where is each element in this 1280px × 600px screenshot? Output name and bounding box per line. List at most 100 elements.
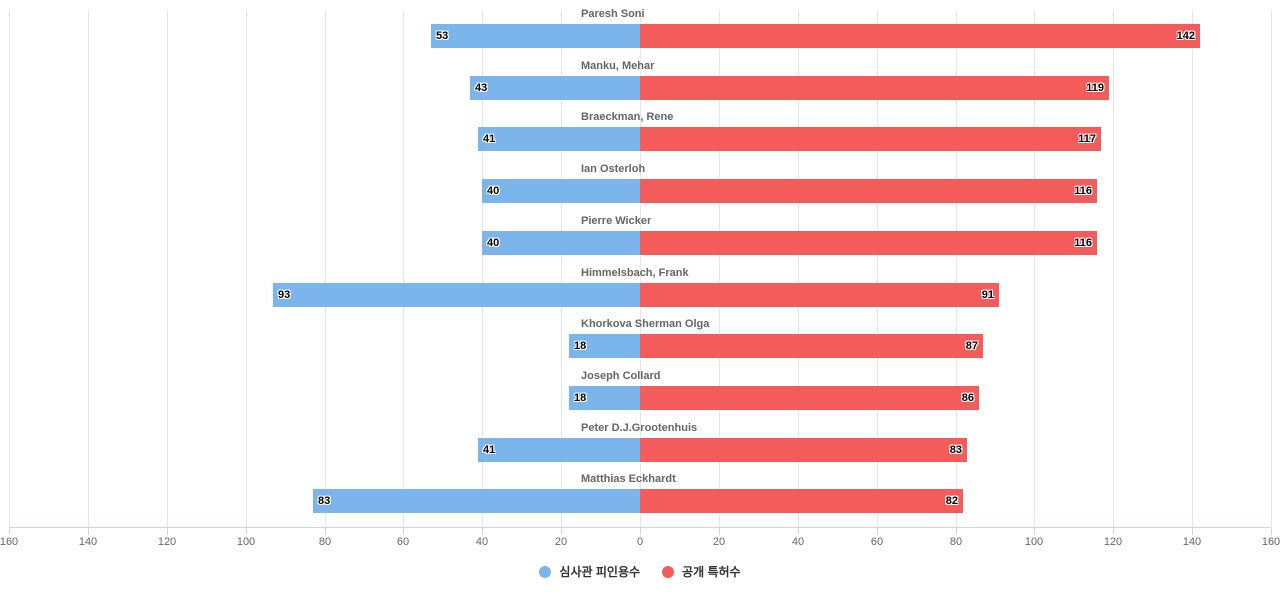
data-label: 82 — [945, 495, 958, 507]
legend-label: 공개 특허수 — [682, 565, 741, 579]
x-axis-tick — [325, 527, 326, 535]
legend-label: 심사관 피인용수 — [559, 565, 641, 579]
x-axis-tick — [246, 527, 247, 535]
category-label: Joseph Collard — [581, 370, 661, 382]
x-axis-tick — [88, 527, 89, 535]
bar-published-patents[interactable]: 91 — [640, 283, 999, 307]
legend-item-examiner-citations[interactable]: 심사관 피인용수 — [539, 563, 640, 580]
x-axis-tick — [561, 527, 562, 535]
data-label: 40 — [487, 185, 500, 197]
gridline — [325, 10, 326, 527]
bar-examiner-citations[interactable]: 43 — [470, 76, 640, 100]
gridline — [403, 10, 404, 527]
gridline — [1192, 10, 1193, 527]
category-label: Paresh Soni — [581, 8, 645, 20]
x-axis-tick — [403, 527, 404, 535]
bar-published-patents[interactable]: 117 — [640, 127, 1101, 151]
gridline — [719, 10, 720, 527]
gridline — [1271, 10, 1272, 527]
gridline — [640, 10, 641, 527]
gridline — [1113, 10, 1114, 527]
category-label: Pierre Wicker — [581, 215, 652, 227]
x-axis-tick-label: 160 — [1261, 536, 1280, 548]
x-axis-tick — [798, 527, 799, 535]
x-axis-tick — [1271, 527, 1272, 535]
x-axis-tick-label: 140 — [1182, 536, 1202, 548]
category-label: Himmelsbach, Frank — [581, 267, 689, 279]
x-axis-tick — [640, 527, 641, 535]
data-label: 116 — [1074, 237, 1092, 249]
bar-examiner-citations[interactable]: 18 — [569, 334, 640, 358]
x-axis-tick-label: 140 — [78, 536, 98, 548]
x-axis-tick-label: 100 — [236, 536, 256, 548]
data-label: 41 — [483, 133, 496, 145]
data-label: 83 — [949, 444, 962, 456]
circle-marker-icon — [662, 565, 675, 578]
data-label: 93 — [278, 289, 291, 301]
gridline — [798, 10, 799, 527]
category-label: Matthias Eckhardt — [581, 473, 676, 485]
legend-item-published-patents[interactable]: 공개 특허수 — [662, 563, 741, 580]
gridline — [956, 10, 957, 527]
bar-examiner-citations[interactable]: 41 — [478, 127, 640, 151]
x-axis-tick-label: 120 — [1103, 536, 1123, 548]
data-label: 18 — [574, 392, 587, 404]
x-axis-tick — [719, 527, 720, 535]
bar-published-patents[interactable]: 116 — [640, 231, 1097, 255]
category-label: Peter D.J.Grootenhuis — [581, 422, 698, 434]
bar-published-patents[interactable]: 82 — [640, 489, 963, 513]
bar-examiner-citations[interactable]: 83 — [313, 489, 640, 513]
x-axis-tick-label: 20 — [712, 536, 726, 548]
bar-examiner-citations[interactable]: 40 — [482, 179, 640, 203]
data-label: 119 — [1086, 82, 1104, 94]
x-axis-tick — [167, 527, 168, 535]
category-label: Khorkova Sherman Olga — [581, 318, 710, 330]
bar-examiner-citations[interactable]: 40 — [482, 231, 640, 255]
legend: 심사관 피인용수 공개 특허수 — [0, 563, 1280, 580]
bar-published-patents[interactable]: 142 — [640, 24, 1200, 48]
x-axis-tick-label: 80 — [318, 536, 332, 548]
data-label: 53 — [436, 30, 449, 42]
category-label: Braeckman, Rene — [581, 111, 674, 123]
data-label: 41 — [483, 444, 496, 456]
data-label: 91 — [981, 289, 994, 301]
bar-published-patents[interactable]: 86 — [640, 386, 979, 410]
x-axis-tick — [482, 527, 483, 535]
x-axis-tick-label: 20 — [554, 536, 568, 548]
bar-examiner-citations[interactable]: 18 — [569, 386, 640, 410]
x-axis-tick — [1192, 527, 1193, 535]
data-label: 142 — [1176, 30, 1195, 42]
bar-examiner-citations[interactable]: 41 — [478, 438, 640, 462]
gridline — [1034, 10, 1035, 527]
data-label: 43 — [475, 82, 488, 94]
data-label: 86 — [961, 392, 974, 404]
bar-published-patents[interactable]: 87 — [640, 334, 983, 358]
gridline — [877, 10, 878, 527]
gridline — [9, 10, 10, 527]
x-axis-tick — [956, 527, 957, 535]
data-label: 87 — [965, 340, 978, 352]
gridline — [561, 10, 562, 527]
gridline — [167, 10, 168, 527]
x-axis-tick-label: 40 — [791, 536, 805, 548]
bar-published-patents[interactable]: 116 — [640, 179, 1097, 203]
x-axis-line — [9, 527, 1270, 528]
x-axis-tick-label: 60 — [396, 536, 410, 548]
bar-published-patents[interactable]: 83 — [640, 438, 967, 462]
bar-examiner-citations[interactable]: 93 — [273, 283, 640, 307]
x-axis-tick — [9, 527, 10, 535]
bar-examiner-citations[interactable]: 53 — [431, 24, 640, 48]
category-label: Manku, Mehar — [581, 60, 655, 72]
x-axis-tick-label: 160 — [0, 536, 19, 548]
data-label: 116 — [1074, 185, 1092, 197]
gridline — [246, 10, 247, 527]
data-label: 18 — [574, 340, 587, 352]
x-axis-tick — [877, 527, 878, 535]
circle-marker-icon — [539, 565, 552, 578]
x-axis-tick-label: 40 — [475, 536, 489, 548]
category-label: Ian Osterloh — [581, 163, 646, 175]
x-axis-tick-label: 100 — [1024, 536, 1044, 548]
bar-published-patents[interactable]: 119 — [640, 76, 1109, 100]
x-axis-tick — [1034, 527, 1035, 535]
